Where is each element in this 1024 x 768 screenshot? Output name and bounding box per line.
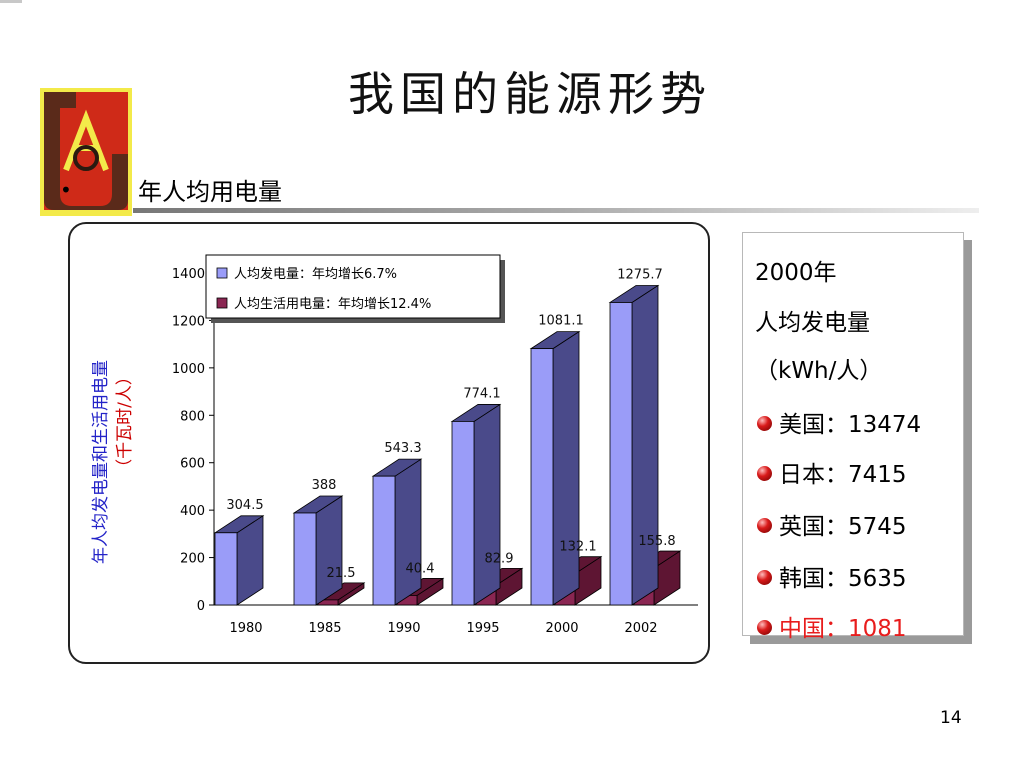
section-heading: 年人均用电量 <box>138 178 282 206</box>
country-item-us: 美国：13474 <box>757 405 921 439</box>
bullet-ball-icon <box>757 620 772 635</box>
bar-series1-front <box>293 512 317 606</box>
info-box: 2000年 人均发电量 （kWh/人） 美国：13474 日本：7415 英国：… <box>742 232 964 642</box>
bullet-icon: • <box>60 178 72 202</box>
data-label-series1: 388 <box>312 478 337 493</box>
top-corner-rule <box>0 0 22 3</box>
country-item-china: 中国：1081 <box>757 609 907 643</box>
x-tick-label: 1990 <box>387 621 420 636</box>
x-tick-label: 1980 <box>229 621 262 636</box>
y-tick-label: 200 <box>180 552 205 567</box>
data-label-series2: 155.8 <box>638 534 675 549</box>
info-year: 2000年 <box>755 260 837 286</box>
y-tick-label: 1000 <box>172 362 205 377</box>
data-label-series1: 774.1 <box>463 386 500 401</box>
x-tick-label: 2000 <box>545 621 578 636</box>
data-label-series1: 543.3 <box>384 441 421 456</box>
bar-series1-front <box>372 475 396 606</box>
country-item-uk: 英国：5745 <box>757 507 907 541</box>
bar-series1-front <box>530 348 554 606</box>
legend <box>205 254 501 319</box>
bar-chart: 0 200 400 600 800 1000 1200 1400 1980 304.5 1985 3… <box>91 254 698 636</box>
bullet-ball-icon <box>757 518 772 533</box>
info-metric: 人均发电量 <box>755 310 870 336</box>
data-label-series2: 40.4 <box>406 561 435 576</box>
bar-series1-side <box>473 403 501 606</box>
x-tick-label: 1985 <box>308 621 341 636</box>
y-tick-label: 400 <box>180 504 205 519</box>
page-number: 14 <box>940 708 962 728</box>
legend-label-series2: 人均生活用电量：年均增长12.4% <box>234 297 431 312</box>
slide-title: 我国的能源形势 <box>348 67 712 121</box>
x-tick-label: 2002 <box>624 621 657 636</box>
data-label-series2: 132.1 <box>559 540 596 555</box>
country-item-korea: 韩国：5635 <box>757 559 907 593</box>
bar-series1 <box>608 284 660 606</box>
bar-series1-side <box>552 330 580 606</box>
y-tick-label: 800 <box>180 409 205 424</box>
legend-swatch-series1 <box>216 267 228 279</box>
y-tick-label: 600 <box>180 457 205 472</box>
data-label-series1: 1081.1 <box>538 314 584 329</box>
bar-series1 <box>371 458 423 606</box>
data-label-series1: 1275.7 <box>617 267 663 282</box>
bullet-ball-icon <box>757 570 772 585</box>
bar-series1-side <box>315 495 343 606</box>
bar-series1 <box>213 515 265 606</box>
bar-series1-side <box>631 284 659 606</box>
bar-series1 <box>292 495 344 606</box>
heading-underline <box>133 208 979 213</box>
bar-series1 <box>529 330 581 606</box>
x-tick-label: 1995 <box>466 621 499 636</box>
bar-series1 <box>450 403 502 606</box>
bar-series1-front <box>214 532 238 606</box>
y-axis-label: 年人均发电量和生活用电量 <box>91 360 111 564</box>
data-label-series2: 21.5 <box>327 566 356 581</box>
y-tick-label: 0 <box>197 599 205 614</box>
bar-series1-front <box>609 302 633 606</box>
info-unit: （kWh/人） <box>755 358 883 384</box>
bar-series1-front <box>451 421 475 606</box>
logo-icon <box>40 88 132 216</box>
bar-series1-side <box>394 458 422 606</box>
data-label-series2: 82.9 <box>485 551 514 566</box>
y-axis-unit-label: （千瓦时/人） <box>115 368 135 476</box>
legend-swatch-series2 <box>216 297 228 309</box>
y-tick-label: 1400 <box>172 267 205 282</box>
legend-label-series1: 人均发电量：年均增长6.7% <box>234 266 397 282</box>
country-item-japan: 日本：7415 <box>757 455 907 489</box>
y-tick-label: 1200 <box>172 314 205 329</box>
bullet-ball-icon <box>757 416 772 431</box>
data-label-series1: 304.5 <box>226 498 263 513</box>
bullet-ball-icon <box>757 466 772 481</box>
